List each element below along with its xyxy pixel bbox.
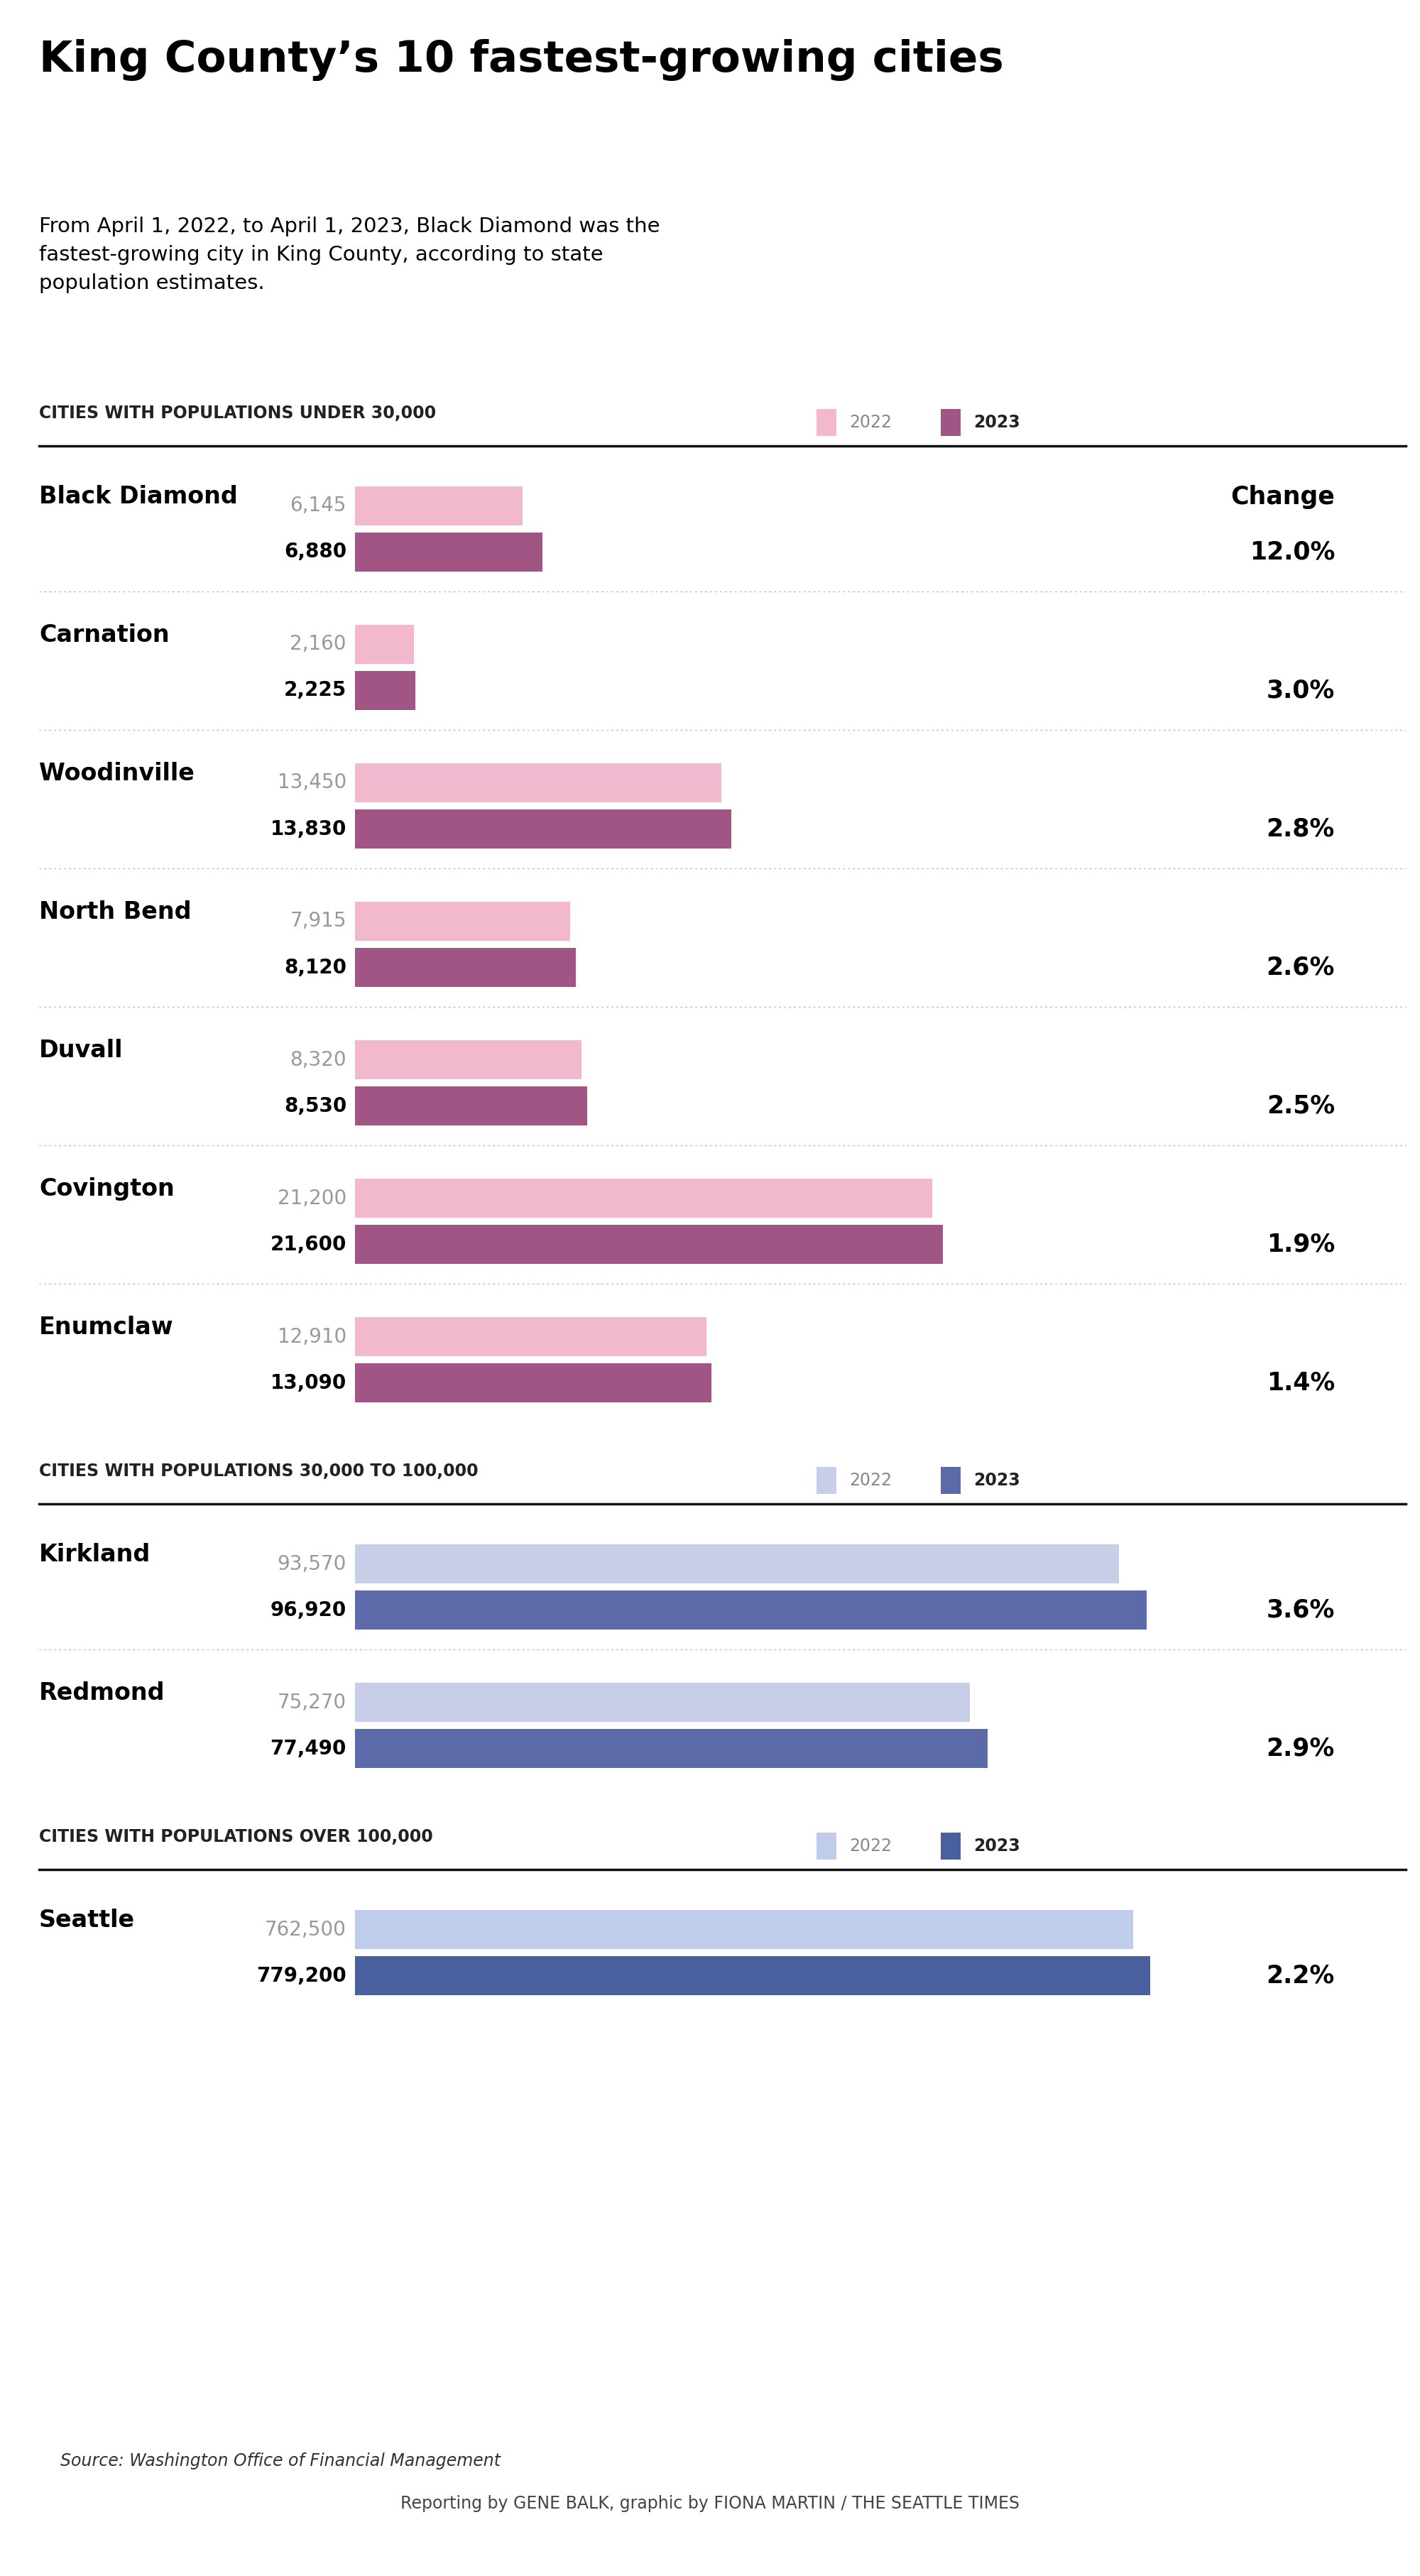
Text: 13,450: 13,450 xyxy=(277,773,346,793)
Text: 3.0%: 3.0% xyxy=(1267,677,1335,703)
Text: 2022: 2022 xyxy=(849,415,892,430)
Bar xyxy=(355,1589,1146,1631)
Text: 2.5%: 2.5% xyxy=(1267,1095,1335,1118)
Bar xyxy=(355,1728,988,1767)
Text: 6,145: 6,145 xyxy=(290,497,346,515)
Bar xyxy=(355,626,413,665)
Text: 2,225: 2,225 xyxy=(284,680,346,701)
Bar xyxy=(355,533,542,572)
Text: 75,270: 75,270 xyxy=(277,1692,346,1713)
Text: 21,600: 21,600 xyxy=(270,1234,346,1255)
Text: 2023: 2023 xyxy=(974,1471,1020,1489)
Text: Enumclaw: Enumclaw xyxy=(40,1316,173,1340)
Text: 762,500: 762,500 xyxy=(266,1919,346,1940)
Bar xyxy=(355,1546,1119,1584)
Text: Duvall: Duvall xyxy=(40,1038,124,1061)
Text: Carnation: Carnation xyxy=(40,623,169,647)
Text: Kirkland: Kirkland xyxy=(40,1543,151,1566)
Text: Source: Washington Office of Financial Management: Source: Washington Office of Financial M… xyxy=(61,2452,500,2470)
Text: 12,910: 12,910 xyxy=(277,1327,346,1347)
Text: 1.9%: 1.9% xyxy=(1267,1231,1335,1257)
Text: CITIES WITH POPULATIONS UNDER 30,000: CITIES WITH POPULATIONS UNDER 30,000 xyxy=(40,404,436,422)
Bar xyxy=(355,902,571,940)
Text: 779,200: 779,200 xyxy=(257,1965,346,1986)
Bar xyxy=(355,809,731,848)
Text: Woodinville: Woodinville xyxy=(40,762,195,786)
Bar xyxy=(355,948,577,987)
Text: 2.8%: 2.8% xyxy=(1267,817,1335,840)
Text: 2,160: 2,160 xyxy=(290,634,346,654)
Bar xyxy=(355,762,721,801)
Text: 6,880: 6,880 xyxy=(284,541,346,562)
Text: 7,915: 7,915 xyxy=(290,912,346,930)
Text: 21,200: 21,200 xyxy=(277,1188,346,1208)
Text: 2022: 2022 xyxy=(849,1837,892,1855)
Bar xyxy=(816,410,836,435)
Text: 2.2%: 2.2% xyxy=(1267,1963,1335,1989)
Text: 2023: 2023 xyxy=(974,1837,1020,1855)
Text: 8,120: 8,120 xyxy=(284,958,346,976)
Text: CITIES WITH POPULATIONS OVER 100,000: CITIES WITH POPULATIONS OVER 100,000 xyxy=(40,1829,433,1844)
Text: Seattle: Seattle xyxy=(40,1909,135,1932)
Text: 13,830: 13,830 xyxy=(270,819,346,840)
Bar xyxy=(355,487,523,526)
Text: North Bend: North Bend xyxy=(40,902,192,925)
Text: 8,530: 8,530 xyxy=(284,1095,346,1115)
Text: 2.9%: 2.9% xyxy=(1267,1736,1335,1759)
Text: 3.6%: 3.6% xyxy=(1267,1597,1335,1623)
Text: 77,490: 77,490 xyxy=(270,1739,346,1759)
Bar xyxy=(355,1363,711,1401)
Bar xyxy=(940,1832,960,1860)
Text: 2.6%: 2.6% xyxy=(1267,956,1335,979)
Bar xyxy=(816,1832,836,1860)
Text: 2023: 2023 xyxy=(974,415,1020,430)
Bar xyxy=(355,1224,943,1265)
Bar xyxy=(355,1955,1150,1996)
Text: Reporting by GENE BALK, graphic by FIONA MARTIN / THE SEATTLE TIMES: Reporting by GENE BALK, graphic by FIONA… xyxy=(400,2496,1020,2512)
Bar xyxy=(940,1466,960,1494)
Text: 13,090: 13,090 xyxy=(270,1373,346,1394)
Text: King County’s 10 fastest-growing cities: King County’s 10 fastest-growing cities xyxy=(40,39,1004,80)
Text: Covington: Covington xyxy=(40,1177,175,1200)
Bar xyxy=(355,670,416,711)
Text: Change: Change xyxy=(1231,484,1335,510)
Text: 2022: 2022 xyxy=(849,1471,892,1489)
Bar xyxy=(355,1682,970,1721)
Text: From April 1, 2022, to April 1, 2023, Black Diamond was the
fastest-growing city: From April 1, 2022, to April 1, 2023, Bl… xyxy=(40,216,660,294)
Bar xyxy=(940,410,960,435)
Text: 93,570: 93,570 xyxy=(277,1553,346,1574)
Bar xyxy=(816,1466,836,1494)
Text: 8,320: 8,320 xyxy=(290,1051,346,1069)
Bar xyxy=(355,1087,586,1126)
Bar xyxy=(355,1180,932,1218)
Text: 12.0%: 12.0% xyxy=(1250,541,1335,564)
Text: Black Diamond: Black Diamond xyxy=(40,484,237,507)
Bar xyxy=(355,1909,1133,1950)
Bar xyxy=(355,1041,581,1079)
Text: CITIES WITH POPULATIONS 30,000 TO 100,000: CITIES WITH POPULATIONS 30,000 TO 100,00… xyxy=(40,1463,479,1479)
Bar xyxy=(355,1316,706,1355)
Text: 1.4%: 1.4% xyxy=(1267,1370,1335,1394)
Text: Redmond: Redmond xyxy=(40,1682,165,1705)
Text: 96,920: 96,920 xyxy=(270,1600,346,1620)
